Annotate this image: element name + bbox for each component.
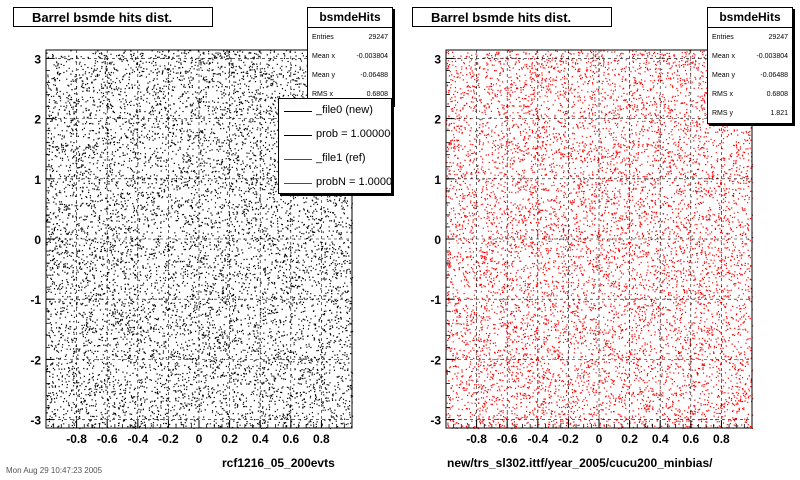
stats-row-mean-y: Mean y -0.06488 (708, 66, 792, 85)
stats-row-rms-y: RMS y 1.821 (708, 104, 792, 123)
y-tick-label: 3 (434, 52, 441, 66)
left-x-axis-label: rcf1216_05_200evts (222, 456, 335, 470)
y-tick-label: 1 (434, 173, 441, 187)
y-tick-label: -3 (30, 414, 41, 428)
stats-row-mean-y: Mean y -0.06488 (308, 66, 392, 85)
scatter-points (446, 50, 754, 430)
x-tick-label: -0.8 (66, 432, 87, 446)
stats-label: Entries (712, 34, 734, 41)
left-plot-title: Barrel bsmde hits dist. (13, 7, 213, 27)
legend-text: probN = 1.000000 (316, 176, 392, 188)
right-plot-title: Barrel bsmde hits dist. (412, 7, 612, 27)
legend-line (284, 159, 312, 160)
y-tick-label: 1 (34, 173, 41, 187)
legend-line (284, 111, 312, 112)
stats-label: Mean y (712, 72, 735, 79)
left-legend: _file0 (new) prob = 1.000000 _file1 (ref… (278, 98, 392, 194)
y-tick-label: 0 (434, 233, 441, 247)
x-tick-label: 0.6 (282, 432, 299, 446)
legend-line (284, 183, 312, 184)
stats-title: bsmdeHits (308, 8, 392, 28)
y-tick-label: -1 (30, 293, 41, 307)
left-stats-box: bsmdeHits Entries 29247 Mean x -0.003804… (307, 7, 393, 105)
stats-value: 1.821 (770, 110, 788, 117)
x-tick-label: -0.6 (97, 432, 118, 446)
legend-entry: probN = 1.000000 (279, 171, 392, 193)
stats-value: -0.06488 (760, 72, 788, 79)
x-tick-label: 0.8 (713, 432, 730, 446)
x-tick-label: 0.4 (652, 432, 669, 446)
x-tick-label: 0.8 (313, 432, 330, 446)
x-tick-label: -0.2 (558, 432, 579, 446)
stats-label: Mean x (312, 53, 335, 60)
stats-value: -0.003804 (356, 53, 388, 60)
x-tick-label: 0 (196, 432, 203, 446)
footer-timestamp: Mon Aug 29 10:47:23 2005 (6, 466, 103, 475)
y-tick-label: 2 (34, 113, 41, 127)
stats-value: 0.6808 (366, 91, 388, 98)
x-tick-label: 0.4 (252, 432, 269, 446)
y-tick-label: -2 (430, 353, 441, 367)
stats-row-mean-x: Mean x -0.003804 (708, 47, 792, 66)
x-tick-label: -0.4 (527, 432, 548, 446)
y-tick-label: -2 (30, 353, 41, 367)
x-tick-label: 0 (596, 432, 603, 446)
stats-row-rms-x: RMS x 0.6808 (308, 85, 392, 104)
stats-row-entries: Entries 29247 (708, 28, 792, 47)
stats-label: RMS x (312, 91, 333, 98)
x-tick-label: -0.6 (497, 432, 518, 446)
x-tick-label: -0.2 (158, 432, 179, 446)
right-stats-box: bsmdeHits Entries 29247 Mean x -0.003804… (707, 7, 793, 124)
y-tick-label: 2 (434, 113, 441, 127)
x-tick-label: -0.8 (466, 432, 487, 446)
stats-row-mean-x: Mean x -0.003804 (308, 47, 392, 66)
scatter-points (46, 50, 354, 430)
x-tick-label: 0.2 (621, 432, 638, 446)
legend-entry: _file0 (new) (279, 99, 391, 123)
x-tick-label: 0.6 (682, 432, 699, 446)
legend-entry: prob = 1.000000 (279, 123, 391, 147)
stats-value: -0.06488 (360, 72, 388, 79)
legend-entry: _file1 (ref) (279, 147, 391, 171)
stats-title: bsmdeHits (708, 8, 792, 28)
y-tick-label: 3 (34, 52, 41, 66)
stats-value: 29247 (768, 34, 788, 41)
legend-text: _file1 (ref) (316, 152, 366, 164)
stats-label: Mean x (712, 53, 735, 60)
y-tick-label: -1 (430, 293, 441, 307)
legend-line (284, 135, 312, 136)
stats-label: RMS x (712, 91, 733, 98)
x-tick-label: 0.2 (221, 432, 238, 446)
legend-text: _file0 (new) (316, 104, 373, 116)
stats-row-rms-x: RMS x 0.6808 (708, 85, 792, 104)
stats-value: 29247 (368, 34, 388, 41)
y-tick-label: 0 (34, 233, 41, 247)
stats-value: -0.003804 (756, 53, 788, 60)
stats-label: Mean y (312, 72, 335, 79)
stats-row-entries: Entries 29247 (308, 28, 392, 47)
stats-value: 0.6808 (766, 91, 788, 98)
y-tick-label: -3 (430, 414, 441, 428)
right-x-axis-label: new/trs_sl302.ittf/year_2005/cucu200_min… (447, 456, 713, 470)
legend-text: prob = 1.000000 (316, 128, 392, 140)
stats-label: Entries (312, 34, 334, 41)
stats-label: RMS y (712, 110, 733, 117)
x-tick-label: -0.4 (127, 432, 148, 446)
